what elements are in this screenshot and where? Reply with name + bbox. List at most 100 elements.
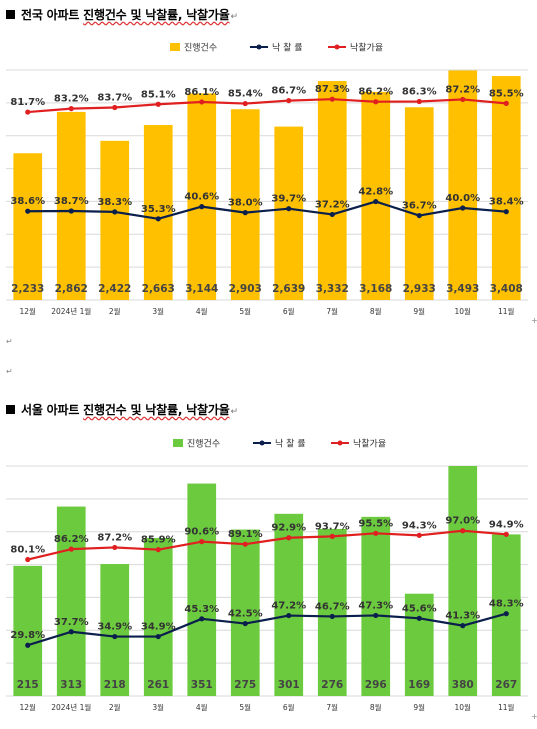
price-value-label: 86.3% xyxy=(402,87,437,98)
legend-label: 낙 찰 률 xyxy=(275,439,306,450)
x-tick-label: 10월 xyxy=(455,306,472,316)
x-tick-label: 2024년 1월 xyxy=(51,306,91,316)
price-value-label: 83.7% xyxy=(97,92,132,103)
bar-value-label: 215 xyxy=(17,679,39,691)
bar xyxy=(361,516,391,696)
x-axis: 12월 2024년 1월 2월 3월 4월 5월 6월 7월 8월 9월 10월 11월 xyxy=(20,702,515,712)
bar xyxy=(56,506,86,696)
price-value-label: 85.5% xyxy=(489,88,524,99)
x-tick-label: 11월 xyxy=(498,306,515,316)
bar xyxy=(448,466,478,696)
rate-value-label: 35.3% xyxy=(141,204,176,215)
heading-prefix: 전국 아파트 xyxy=(21,8,84,22)
return-mark: ↵ xyxy=(230,407,239,417)
bar-value-label: 261 xyxy=(147,679,169,691)
price-series: 80.1% 86.2% 87.2% 85.9% 90.6% 89.1% 92.9% 93.7%… xyxy=(10,516,524,563)
price-point xyxy=(112,104,118,111)
bar-value-label: 2,933 xyxy=(403,283,436,295)
square-bullet-icon xyxy=(6,10,15,19)
legend: 진행건수 낙 찰 률 낙찰가율 xyxy=(173,438,386,450)
price-point xyxy=(416,98,422,105)
bar-value-label: 313 xyxy=(60,679,82,691)
rate-value-label: 48.3% xyxy=(489,599,524,610)
rate-value-label: 42.8% xyxy=(358,187,393,198)
bar-value-label: 301 xyxy=(278,679,300,691)
heading-prefix: 서울 아파트 xyxy=(21,403,84,417)
rate-point xyxy=(242,620,248,627)
rate-series: 29.8% 37.7% 34.9% 34.9% 45.3% 42.5% 47.2% 46.7%… xyxy=(10,599,524,648)
price-value-label: 80.1% xyxy=(10,545,45,556)
rate-point xyxy=(155,633,161,640)
price-point xyxy=(155,547,161,553)
price-value-label: 86.7% xyxy=(271,86,306,97)
rate-value-label: 47.3% xyxy=(358,600,393,611)
legend-swatch-bar xyxy=(170,43,180,51)
rate-point xyxy=(373,612,379,619)
bar xyxy=(56,111,86,300)
price-value-label: 87.2% xyxy=(97,532,132,543)
price-point xyxy=(199,539,205,545)
rate-point xyxy=(329,613,335,620)
rate-value-label: 37.7% xyxy=(54,617,89,628)
price-value-label: 87.3% xyxy=(315,84,350,95)
rate-value-label: 40.0% xyxy=(445,193,480,204)
legend: 진행건수 낙 찰 률 낙찰가율 xyxy=(170,42,383,54)
rate-point xyxy=(242,210,248,216)
bar xyxy=(100,564,130,696)
bar-value-label: 3,493 xyxy=(446,283,479,295)
rate-value-label: 41.3% xyxy=(445,611,480,622)
bar-value-label: 296 xyxy=(365,679,387,691)
legend-swatch-bar xyxy=(173,439,183,447)
bar-value-label: 169 xyxy=(408,679,430,691)
x-tick-label: 7월 xyxy=(326,306,338,316)
x-tick-label: 3월 xyxy=(152,702,164,712)
bar-value-label: 276 xyxy=(321,679,343,691)
price-value-label: 85.9% xyxy=(141,535,176,546)
rate-point xyxy=(68,208,74,214)
price-value-label: 97.0% xyxy=(445,516,480,527)
bar-series: 215 313 218 261 351 275 301 276 296 169 380 267 xyxy=(13,466,521,696)
bar xyxy=(404,593,434,696)
price-value-label: 81.7% xyxy=(10,97,45,108)
price-point xyxy=(242,541,248,547)
square-bullet-icon xyxy=(6,405,15,414)
rate-value-label: 38.3% xyxy=(97,197,132,208)
price-line xyxy=(27,98,507,114)
bar xyxy=(187,93,217,300)
price-point xyxy=(329,96,335,102)
rate-value-label: 40.6% xyxy=(184,192,219,203)
x-tick-label: 2월 xyxy=(109,702,121,712)
rate-value-label: 45.3% xyxy=(184,604,219,615)
rate-value-label: 46.7% xyxy=(315,601,350,612)
price-point xyxy=(242,100,248,107)
price-point xyxy=(460,96,466,103)
bar xyxy=(13,153,43,300)
x-tick-label: 11월 xyxy=(498,702,515,712)
paragraph-mark: ↵ xyxy=(6,337,13,346)
rate-value-label: 45.6% xyxy=(402,603,437,614)
chart2-heading: 서울 아파트 진행건수 및 낙찰률, 낙찰가율↵ xyxy=(6,401,238,418)
bar xyxy=(100,140,130,300)
rate-point xyxy=(199,616,205,622)
rate-point xyxy=(503,611,509,617)
x-tick-label: 6월 xyxy=(283,702,295,712)
bar-value-label: 3,144 xyxy=(185,283,218,295)
chart-nationwide: 진행건수 낙 찰 률 낙찰가율 2,233 2,862 2,422 2,663 3,144 2,… xyxy=(6,42,528,316)
rate-point xyxy=(460,205,466,211)
bar-series: 2,233 2,862 2,422 2,663 3,144 2,903 2,639 3,332… xyxy=(11,70,523,301)
x-tick-label: 4월 xyxy=(196,702,208,712)
rate-value-label: 39.7% xyxy=(271,194,306,205)
rate-point xyxy=(68,629,74,635)
price-value-label: 94.9% xyxy=(489,519,524,530)
rate-point xyxy=(112,209,118,215)
legend-label: 낙찰가율 xyxy=(350,43,383,54)
bar xyxy=(361,91,391,300)
rate-value-label: 42.5% xyxy=(228,609,263,620)
price-point xyxy=(503,531,509,537)
legend-marker-price xyxy=(337,440,343,446)
x-tick-label: 6월 xyxy=(283,306,295,316)
price-point xyxy=(416,532,422,538)
bar xyxy=(404,107,434,300)
paragraph-mark: ↵ xyxy=(6,367,13,376)
gridlines xyxy=(6,69,528,301)
